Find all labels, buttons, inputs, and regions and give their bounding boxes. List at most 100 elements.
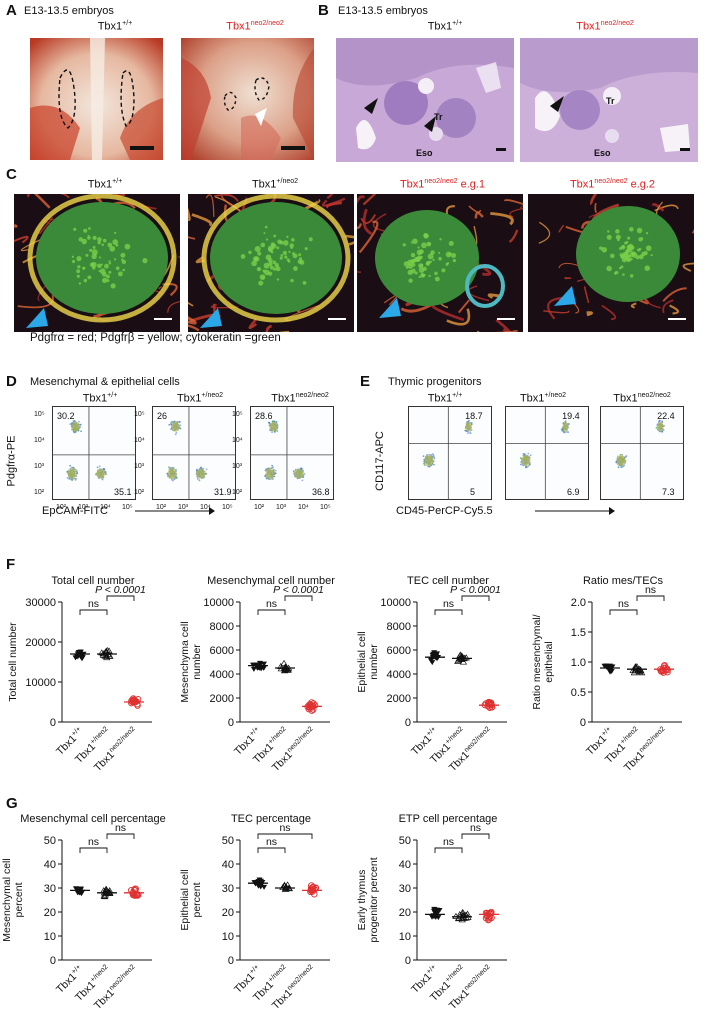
panel-label-b: B bbox=[318, 2, 329, 19]
chart-point bbox=[106, 652, 114, 659]
svg-text:10⁴: 10⁴ bbox=[298, 504, 309, 511]
chart-ytick: 20 bbox=[399, 907, 411, 919]
panel-d-q-bot-2: 31.9 bbox=[214, 487, 232, 497]
panel-d-plot-2: 26 31.9 bbox=[152, 406, 236, 500]
chart-3: TEC cell number Epithelial cell number 0 200… bbox=[356, 575, 507, 774]
panel-d-q-bot-3: 36.8 bbox=[312, 487, 330, 497]
panel-a-title: E13-13.5 embryos bbox=[24, 5, 114, 17]
chart-ytick: 2000 bbox=[210, 693, 234, 705]
chart-point bbox=[254, 879, 261, 885]
svg-text:10²: 10² bbox=[156, 504, 167, 511]
chart-ytick: 6000 bbox=[387, 645, 411, 657]
panel-e-g3-label: Tbx1neo2/neo2 bbox=[613, 392, 671, 405]
panel-c-legend: Pdgfrα = red; Pdgfrβ = yellow; cytokerat… bbox=[30, 332, 281, 344]
chart-ytick: 2.0 bbox=[571, 597, 586, 609]
chart-ytick: 2000 bbox=[387, 693, 411, 705]
panel-c-title-1: Tbx1+/+ bbox=[87, 178, 123, 191]
chart-ytick: 1.5 bbox=[571, 627, 586, 639]
chart-title: Ratio mes/TECs bbox=[583, 575, 664, 587]
chart-point bbox=[430, 651, 437, 657]
panel-c-image-4 bbox=[528, 194, 694, 332]
svg-text:10⁵: 10⁵ bbox=[122, 504, 133, 511]
chart-ytick: 0 bbox=[580, 717, 586, 729]
chart-point bbox=[436, 908, 443, 914]
panel-e-plot-3: 22.4 7.3 bbox=[600, 406, 684, 500]
panel-e-q-top-3: 22.4 bbox=[657, 411, 675, 421]
panel-c-title-2: Tbx1+/neo2 bbox=[251, 178, 299, 191]
chart-point bbox=[74, 653, 81, 659]
chart-ytick: 50 bbox=[399, 835, 411, 847]
chart-point bbox=[250, 666, 257, 672]
panel-d-xlabel: EpCAM-FITC bbox=[42, 505, 108, 517]
chart-point bbox=[482, 700, 490, 707]
panel-b-wt-eso: Eso bbox=[416, 148, 433, 158]
chart-point bbox=[638, 669, 646, 676]
chart-ytick: 0 bbox=[50, 955, 56, 967]
chart-ytick: 0 bbox=[405, 717, 411, 729]
panel-e-xlabel: CD45-PerCP-Cy5.5 bbox=[396, 505, 493, 517]
panel-e-x-arrow bbox=[535, 507, 615, 515]
chart-ytick: 40 bbox=[399, 859, 411, 871]
panel-e-q-bot-3: 7.3 bbox=[662, 487, 675, 497]
svg-text:10⁵: 10⁵ bbox=[320, 504, 331, 511]
chart-ytick: 0 bbox=[228, 717, 234, 729]
svg-text:10⁵: 10⁵ bbox=[134, 411, 145, 418]
chart-ylabel: Early thymus bbox=[356, 870, 368, 931]
chart-ytick: 10 bbox=[44, 931, 56, 943]
panel-label-a: A bbox=[6, 2, 17, 19]
panel-label-c: C bbox=[6, 166, 17, 183]
chart-point bbox=[254, 665, 261, 671]
chart-ytick: 30 bbox=[44, 883, 56, 895]
chart-ytick: 6000 bbox=[210, 645, 234, 657]
chart-ylabel: Mesenchyma cell bbox=[179, 621, 191, 702]
panel-d-yticks-1: 10⁵ 10⁴ 10³ 10² bbox=[34, 411, 45, 496]
chart-4: Ratio mes/TECs Ratio mesenchymal/epitheli… bbox=[531, 575, 682, 774]
panel-d-g3-label: Tbx1neo2/neo2 bbox=[271, 392, 329, 405]
chart-point bbox=[284, 666, 292, 673]
chart-point bbox=[102, 885, 110, 892]
svg-text:10²: 10² bbox=[34, 489, 45, 496]
panel-e-q-bot-2: 6.9 bbox=[567, 487, 580, 497]
chart-title: Mesenchymal cell percentage bbox=[20, 813, 166, 825]
panel-d-plot-1: 30.2 35.1 bbox=[52, 406, 136, 500]
panel-label-d: D bbox=[6, 373, 17, 390]
panel-d-yticks-2: 10⁵ 10⁴ 10³ 10² bbox=[134, 411, 145, 496]
chart-ytick: 50 bbox=[44, 835, 56, 847]
chart-5: Mesenchymal cell percentage Mesenchymal c… bbox=[1, 813, 166, 1012]
chart-point bbox=[79, 655, 86, 661]
chart-point bbox=[486, 909, 493, 917]
chart-point bbox=[101, 652, 109, 659]
chart-significance: P < 0.0001 bbox=[273, 584, 324, 596]
chart-point bbox=[311, 890, 318, 898]
chart-significance: ns bbox=[266, 836, 277, 848]
chart-point bbox=[636, 668, 644, 675]
chart-point bbox=[282, 883, 290, 890]
chart-ytick: 40 bbox=[222, 859, 234, 871]
chart-ylabel: epithelial bbox=[543, 641, 555, 682]
chart-ytick: 10000 bbox=[380, 597, 411, 609]
svg-text:10³: 10³ bbox=[178, 504, 189, 511]
chart-point bbox=[629, 667, 637, 674]
svg-text:10⁴: 10⁴ bbox=[134, 437, 145, 444]
chart-ylabel: Epithelial cell bbox=[179, 869, 191, 930]
chart-point bbox=[282, 663, 290, 670]
panel-d-x-arrow bbox=[135, 507, 215, 515]
chart-ytick: 50 bbox=[222, 835, 234, 847]
chart-point bbox=[306, 704, 313, 712]
chart-point bbox=[311, 702, 319, 709]
chart-significance: P < 0.0001 bbox=[450, 584, 501, 596]
chart-significance: ns bbox=[618, 598, 629, 610]
chart-point bbox=[457, 651, 465, 658]
panel-b-mut-tr: Tr bbox=[606, 96, 615, 106]
panel-c-title-4: Tbx1neo2/neo2 e.g.2 bbox=[569, 178, 656, 191]
chart-point bbox=[132, 885, 140, 893]
svg-text:10³: 10³ bbox=[276, 504, 287, 511]
chart-point bbox=[459, 909, 467, 916]
chart-ytick: 8000 bbox=[387, 621, 411, 633]
chart-point bbox=[434, 911, 441, 917]
chart-ytick: 10000 bbox=[25, 677, 56, 689]
svg-text:10³: 10³ bbox=[134, 463, 145, 470]
chart-point bbox=[105, 647, 113, 654]
svg-text:10⁴: 10⁴ bbox=[232, 437, 243, 444]
chart-point bbox=[485, 700, 493, 707]
